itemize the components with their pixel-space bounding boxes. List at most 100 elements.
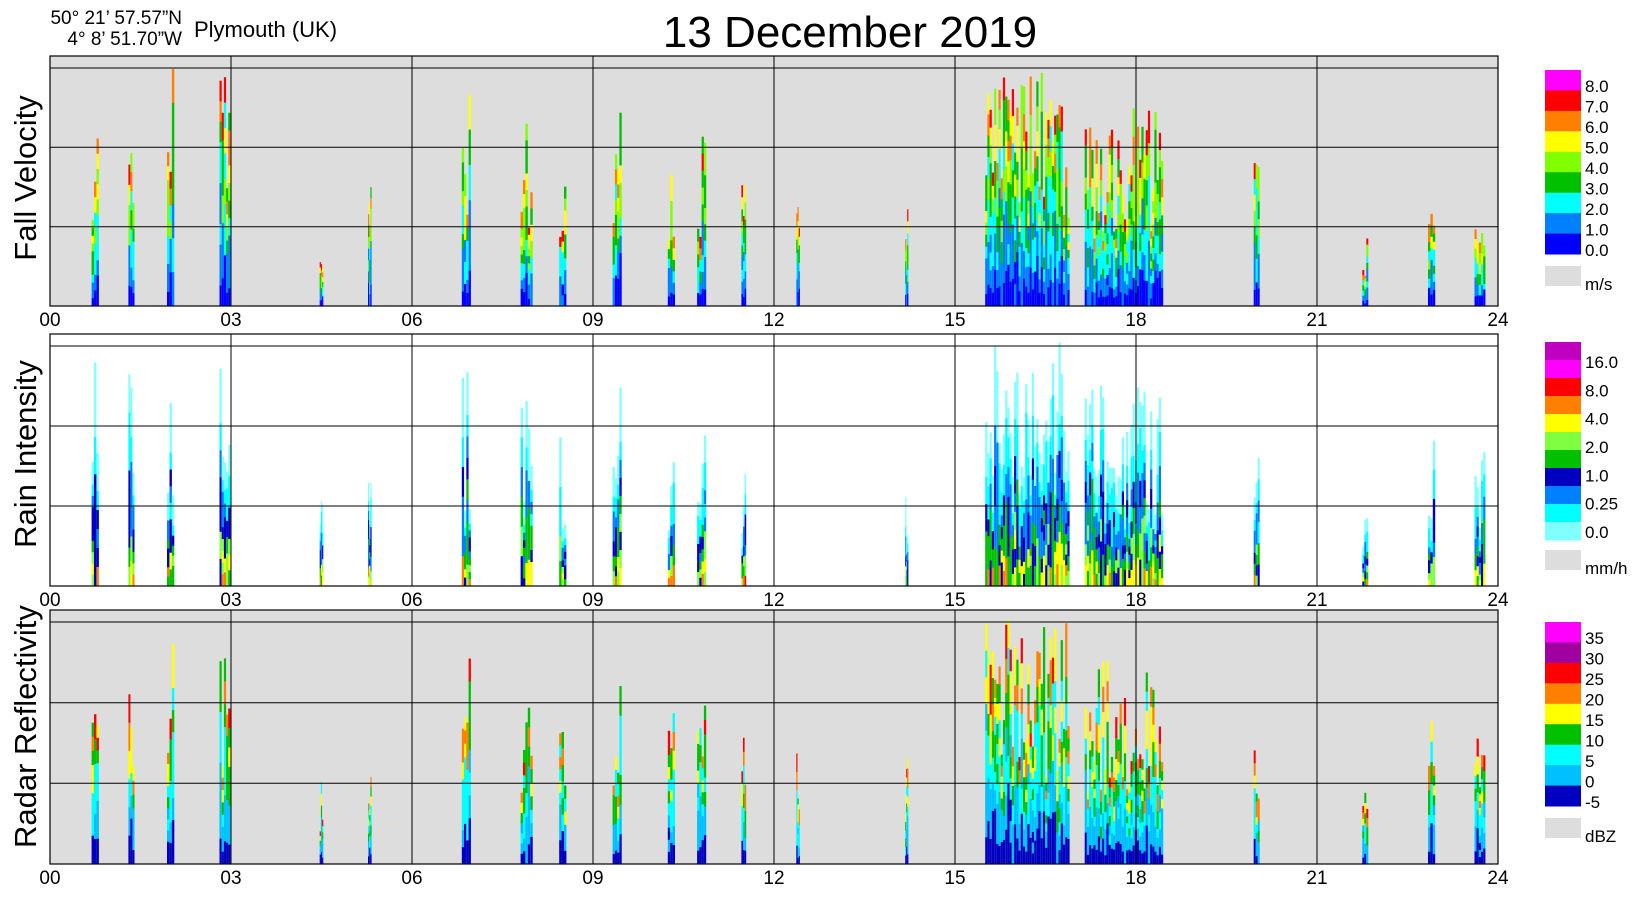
- panel-3-cell: [1016, 736, 1019, 763]
- panel-2-cell: [1020, 486, 1023, 507]
- panel-1-cell: [559, 266, 562, 277]
- panel-2-event-11: [697, 435, 707, 587]
- panel-1-cell: [1154, 165, 1157, 184]
- panel-1-cell: [320, 270, 323, 277]
- panel-2-cell: [1011, 513, 1014, 526]
- panel-3-cell: [797, 798, 799, 805]
- panel-3-cell: [322, 857, 324, 865]
- panel-3-cell: [1091, 741, 1094, 757]
- panel-1-event-6: [461, 94, 471, 307]
- panel-2-cell: [1034, 466, 1037, 487]
- panel-3-cell: [907, 844, 909, 855]
- panel-2-cell: [1147, 509, 1151, 523]
- panel-1-cell: [370, 295, 372, 307]
- panel-1-cell: [171, 170, 175, 205]
- panel-2-cell: [1128, 570, 1131, 579]
- panel-1-cell: [1255, 188, 1258, 213]
- panel-3-cell: [530, 823, 533, 838]
- panel-3-event-0: [91, 714, 99, 865]
- panel-3-cell: [167, 797, 170, 809]
- panel-2-cell: [1058, 342, 1061, 371]
- panel-3-cell: [1430, 802, 1433, 824]
- panel-1-event-5: [368, 187, 372, 307]
- panel-3-cell: [1128, 792, 1131, 801]
- panel-1-cell: [527, 256, 531, 264]
- panel-1-cell: [1089, 216, 1092, 247]
- panel-3-cell: [1126, 830, 1129, 838]
- panel-1-cell: [1049, 177, 1052, 204]
- panel-1-cell: [906, 275, 908, 286]
- panel-2-cell: [905, 536, 907, 548]
- panel-2-cell: [370, 571, 372, 587]
- panel-1-cell: [226, 201, 229, 215]
- panel-1-cell: [797, 277, 799, 293]
- panel-1-cell: [1038, 292, 1041, 307]
- panel-3-cell: [223, 727, 227, 751]
- panel-3-cell: [1002, 768, 1006, 793]
- panel-3-cell: [1257, 809, 1260, 821]
- panel-2-cell: [461, 437, 465, 468]
- panel-2-cell: [1043, 510, 1046, 526]
- panel-2-cell: [614, 507, 618, 518]
- panel-1-cell: [985, 222, 988, 236]
- panel-1-cell: [1145, 155, 1148, 181]
- panel-3-cell: [1364, 792, 1367, 804]
- panel-1-cell: [1086, 286, 1090, 307]
- panel-2-cell: [368, 520, 370, 531]
- panel-3-cell: [221, 777, 224, 791]
- panel-2-cell: [1141, 563, 1144, 587]
- panel-1-cell: [1132, 221, 1135, 250]
- panel-2-cell: [699, 528, 702, 537]
- panel-1-cell: [1034, 237, 1037, 255]
- panel-2-cell: [672, 565, 675, 587]
- panel-3-cell: [219, 686, 222, 713]
- panel-1-cell: [1031, 206, 1034, 224]
- panel-1-cell: [461, 234, 465, 250]
- panel-3-cell: [368, 803, 370, 812]
- panel-3-cell: [699, 745, 702, 763]
- panel-1-cell: [617, 265, 620, 280]
- panel-1-cell: [1145, 205, 1148, 232]
- panel-2-cell: [525, 562, 528, 587]
- panel-3-cell: [1043, 837, 1046, 865]
- panel-1-cell: [1364, 292, 1367, 296]
- panel-2-cell: [701, 500, 704, 513]
- panel-3-cell: [1084, 722, 1087, 740]
- panel-3-cell: [1483, 833, 1486, 849]
- panel-1-cell: [1063, 226, 1066, 239]
- panel-1-cell: [614, 199, 618, 216]
- panel-1-cell: [619, 288, 622, 307]
- panel-3-cell: [91, 807, 94, 823]
- panel-1-cell: [370, 230, 372, 242]
- panel-2-cell: [1106, 523, 1109, 545]
- panel-3-cell: [1145, 672, 1148, 693]
- panel-3-cell: [741, 794, 743, 807]
- panel-1-cell: [1432, 289, 1436, 299]
- panel-1-cell: [996, 252, 999, 271]
- panel-1-cell: [798, 271, 800, 281]
- panel-2-cell: [1054, 483, 1057, 496]
- panel-1-cell: [1123, 268, 1127, 282]
- panel-3-cell: [744, 784, 747, 799]
- panel-1-event-13: [796, 207, 800, 307]
- panel-1-cell: [1091, 263, 1094, 279]
- panel-1-cell: [1123, 256, 1127, 270]
- panel-2-cell: [94, 399, 97, 438]
- panel-2-cell: [1126, 466, 1129, 484]
- panel-2-cell: [169, 436, 172, 454]
- panel-3-cell: [617, 784, 620, 796]
- panel-1-cell: [368, 225, 370, 238]
- panel-2-cell: [1102, 491, 1105, 524]
- panel-1-cell: [527, 298, 531, 307]
- panel-1-cell: [1051, 259, 1055, 284]
- panel-2-cell: [530, 538, 533, 551]
- panel-3-cell: [1128, 828, 1131, 836]
- panel-2-cell: [1011, 549, 1014, 563]
- panel-1-cell: [906, 295, 908, 307]
- panel-3-cell: [1132, 826, 1135, 846]
- panel-3-cell: [1104, 829, 1107, 839]
- panel-3-cell: [1156, 811, 1159, 821]
- panel-2-cell: [1481, 523, 1484, 545]
- panel-2-event-13: [905, 497, 909, 587]
- panel-2-cell: [996, 406, 999, 444]
